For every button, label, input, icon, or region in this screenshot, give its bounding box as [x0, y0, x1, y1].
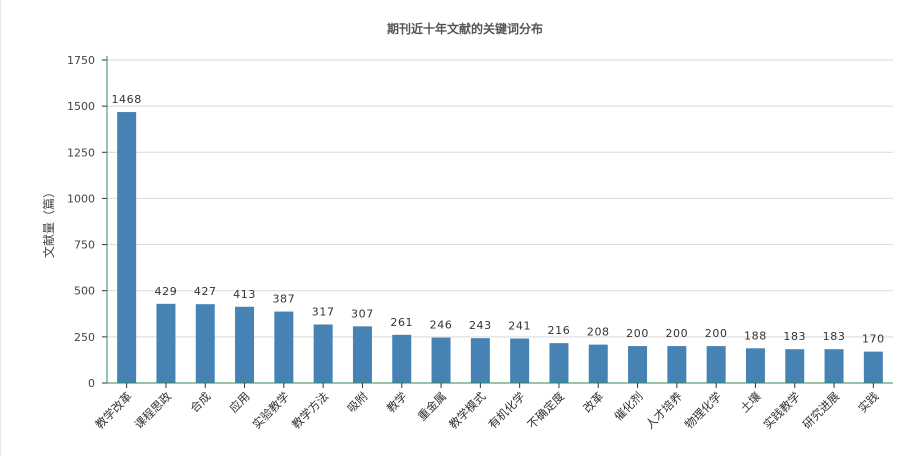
x-axis-categories: 教学改革课程思政 合成 应用实验教学教学方法 吸附 教学 重金属教学模式有机化学不确定度改…: [92, 383, 882, 432]
x-category-label: 教学模式: [446, 389, 489, 432]
x-category-label: 课程思政: [132, 389, 175, 432]
bar: [352, 326, 372, 383]
bar: [706, 346, 726, 383]
x-category-label: 应用: [227, 389, 253, 415]
bar: [117, 112, 137, 384]
y-tick-label: 1000: [67, 192, 95, 205]
data-label: 200: [626, 327, 649, 340]
axes: [106, 56, 893, 384]
data-label: 261: [390, 316, 413, 329]
data-label: 216: [548, 324, 571, 337]
bar: [824, 349, 844, 383]
data-label: 183: [823, 330, 846, 343]
bar: [156, 303, 176, 383]
data-label: 1468: [111, 93, 141, 106]
bar: [667, 346, 687, 383]
data-label: 241: [508, 320, 531, 333]
grid-lines: [107, 59, 893, 338]
bar: [549, 343, 569, 383]
bar: [470, 338, 490, 383]
x-category-label: 重金属: [415, 389, 449, 423]
data-label: 183: [783, 330, 806, 343]
bar: [195, 304, 215, 383]
x-category-label: 有机化学: [485, 389, 527, 431]
y-tick-label: 750: [74, 239, 95, 252]
bar: [274, 311, 294, 383]
data-label: 200: [705, 327, 728, 340]
chart-title: 期刊近十年文献的关键词分布: [387, 21, 543, 36]
y-tick-label: 0: [88, 377, 95, 390]
x-category-label: 人才培养: [643, 389, 686, 432]
data-label: 246: [430, 319, 453, 332]
x-category-label: 催化剂: [611, 389, 645, 423]
data-label: 317: [312, 305, 335, 318]
y-tick-label: 250: [74, 331, 95, 344]
x-category-label: 土壤: [737, 389, 764, 416]
x-category-label: 物理化学: [682, 389, 724, 431]
data-label: 170: [862, 333, 885, 346]
bar: [235, 306, 255, 383]
bars: [117, 112, 883, 384]
bar: [510, 338, 530, 383]
x-category-label: 教学: [384, 389, 410, 415]
data-label: 243: [469, 319, 492, 332]
y-axis-title: 文献量（篇）: [41, 186, 56, 258]
data-label: 200: [665, 327, 688, 340]
y-tick-label: 1250: [67, 146, 95, 159]
x-category-label: 实践: [855, 389, 882, 416]
data-label: 429: [155, 285, 178, 298]
x-category-label: 合成: [187, 389, 214, 416]
x-category-label: 实践教学: [760, 389, 802, 431]
frame-left-border: [0, 0, 1, 456]
bar: [863, 351, 883, 383]
data-label: 188: [744, 329, 767, 342]
data-label: 307: [351, 307, 374, 320]
x-category-label: 不确定度: [525, 389, 568, 432]
x-category-label: 实验教学: [250, 389, 292, 431]
bar: [745, 348, 765, 383]
bar: [588, 344, 608, 383]
bar: [785, 349, 805, 383]
y-tick-label: 1750: [67, 54, 95, 67]
y-tick-label: 1500: [67, 100, 95, 113]
bar: [628, 346, 648, 383]
data-label: 208: [587, 326, 610, 339]
y-axis-ticks: 0 250 500 750 1000 1250 1500 1750: [67, 54, 107, 390]
x-category-label: 教学改革: [92, 389, 134, 431]
x-category-label: 改革: [580, 389, 606, 415]
x-category-label: 研究进展: [800, 389, 843, 432]
y-tick-label: 500: [74, 285, 95, 298]
data-label: 413: [233, 288, 256, 301]
data-label: 387: [272, 293, 295, 306]
x-category-label: 教学方法: [289, 389, 331, 431]
bar: [431, 337, 451, 383]
bar: [313, 324, 333, 383]
data-label: 427: [194, 285, 217, 298]
bar: [392, 334, 412, 383]
x-category-label: 吸附: [344, 389, 371, 416]
data-labels: 1468 429 427 413 387 317 307 261 246 243 241 216 208…: [111, 93, 884, 346]
